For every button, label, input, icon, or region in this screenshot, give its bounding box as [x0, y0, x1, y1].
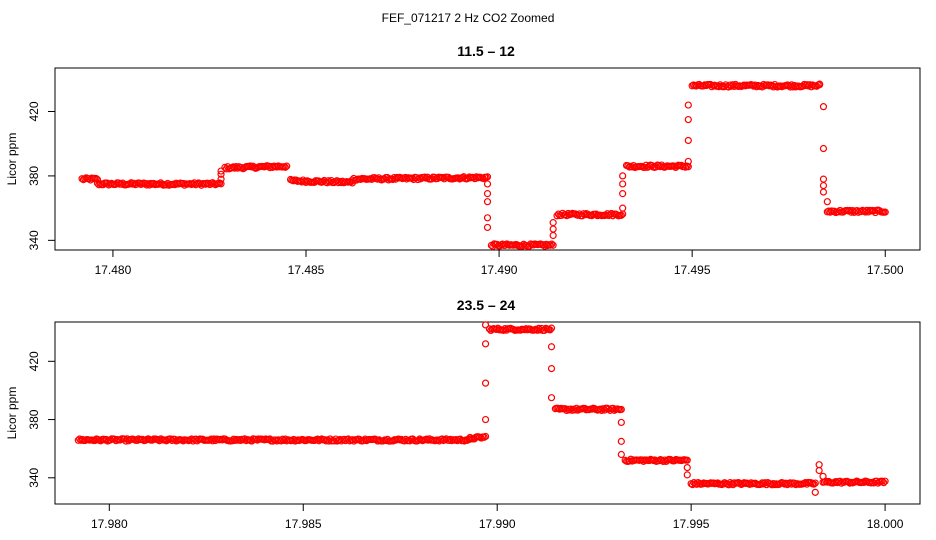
x-tick-label: 18.000	[867, 517, 904, 531]
transition-point	[683, 471, 691, 479]
panel-1-data-points	[78, 80, 889, 251]
transition-point	[481, 415, 490, 424]
data-point	[810, 480, 818, 488]
data-point	[483, 173, 492, 181]
transition-point	[819, 144, 828, 153]
figure-title: FEF_071217 2 Hz CO2 Zoomed	[382, 11, 555, 25]
data-point	[481, 432, 490, 441]
y-tick-label: 340	[27, 230, 41, 250]
data-point	[281, 163, 289, 171]
transition-point	[483, 223, 492, 232]
transition-point	[619, 172, 627, 180]
transition-point	[819, 103, 828, 111]
transition-point	[481, 340, 490, 348]
data-point	[881, 477, 889, 485]
data-point	[617, 405, 625, 414]
x-tick-label: 17.495	[674, 263, 711, 277]
data-point	[880, 479, 888, 487]
data-point	[684, 163, 692, 171]
y-tick-label: 420	[27, 351, 41, 371]
chart-panel-1: 11.5 – 12 Licor ppm 17.480 17.485 17.490 17…	[5, 43, 921, 277]
transition-point	[483, 190, 492, 198]
y-tick-label: 380	[27, 409, 41, 429]
transition-point	[547, 364, 556, 373]
transition-point	[619, 190, 627, 198]
transition-point	[483, 180, 492, 188]
data-point	[681, 163, 690, 171]
transition-point	[617, 437, 625, 445]
panel-1-title: 11.5 – 12	[457, 43, 515, 59]
data-point	[546, 241, 554, 249]
data-point	[547, 324, 556, 332]
panel-1-y-axis: 340 380 420	[27, 101, 56, 250]
data-point	[92, 174, 100, 183]
x-tick-label: 17.980	[91, 517, 128, 531]
panel-1-y-axis-title: Licor ppm	[5, 133, 19, 186]
x-tick-label: 17.990	[479, 517, 516, 531]
data-point	[549, 241, 557, 249]
transition-point	[684, 157, 692, 166]
x-tick-label: 17.480	[95, 263, 132, 277]
chart-panel-2: 23.5 – 24 Licor ppm 17.980 17.985 17.990 17…	[5, 297, 921, 531]
y-tick-label: 340	[27, 467, 41, 487]
transition-point	[617, 418, 625, 427]
panel-2-y-axis-title: Licor ppm	[5, 387, 19, 440]
transition-point	[684, 115, 692, 124]
transition-point	[217, 167, 225, 175]
transition-point	[684, 136, 692, 145]
transition-point	[547, 343, 556, 351]
panel-2-x-axis: 17.980 17.985 17.990 17.995 18.000	[91, 503, 904, 531]
x-tick-label: 17.500	[867, 263, 904, 277]
transition-point	[549, 219, 557, 227]
data-point	[881, 208, 889, 216]
transition-point	[617, 450, 625, 459]
data-point	[546, 326, 554, 334]
transition-point	[217, 170, 225, 178]
transition-point	[481, 321, 490, 329]
transition-point	[815, 466, 823, 475]
data-point	[217, 180, 225, 188]
panel-2-data-points	[74, 321, 889, 496]
transition-point	[481, 379, 490, 387]
transition-point	[217, 175, 225, 183]
transition-point	[547, 394, 556, 402]
x-tick-label: 17.485	[288, 263, 325, 277]
panel-2-y-axis: 340 380 420	[27, 351, 56, 488]
transition-point	[683, 464, 691, 472]
data-point	[811, 479, 819, 487]
transition-point	[815, 80, 824, 88]
transition-point	[819, 472, 827, 480]
data-point	[683, 456, 691, 464]
data-point	[617, 211, 625, 219]
y-tick-label: 420	[27, 101, 41, 121]
transition-point	[483, 214, 492, 222]
x-tick-label: 17.985	[285, 517, 322, 531]
transition-point	[811, 488, 819, 496]
transition-point	[619, 180, 627, 188]
panel-1-x-axis: 17.480 17.485 17.490 17.495 17.500	[95, 249, 904, 277]
transition-point	[483, 198, 492, 206]
panel-2-title: 23.5 – 24	[457, 297, 516, 313]
transition-point	[619, 204, 627, 212]
transition-point	[823, 198, 831, 206]
x-tick-label: 17.995	[673, 517, 710, 531]
transition-point	[684, 101, 692, 109]
x-tick-label: 17.490	[481, 263, 518, 277]
data-point	[283, 162, 291, 170]
data-point	[878, 477, 886, 485]
transition-point	[819, 188, 828, 196]
y-tick-label: 380	[27, 166, 41, 186]
data-point	[548, 240, 556, 248]
